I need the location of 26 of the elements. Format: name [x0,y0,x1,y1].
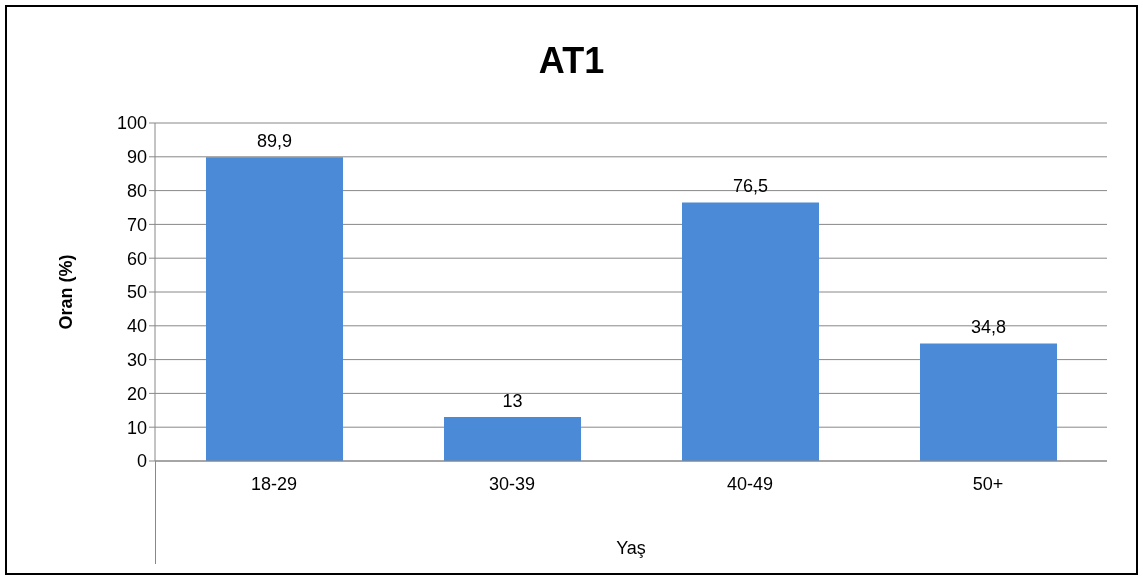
bar [206,157,343,461]
y-tick-label: 80 [126,180,147,201]
bar [920,343,1057,461]
x-tick-label: 18-29 [250,473,298,494]
y-tick-label: 40 [126,316,147,337]
x-tick-label: 40-49 [726,473,774,494]
bar [444,417,581,461]
y-tick-label: 10 [126,417,147,438]
x-tick-label: 30-39 [488,473,536,494]
bar [682,202,819,461]
y-tick-label: 90 [126,147,147,168]
data-label: 76,5 [732,176,769,197]
y-tick-label: 20 [126,383,147,404]
data-label: 89,9 [256,131,293,152]
x-tick-label: 50+ [972,473,1004,494]
y-tick-label: 70 [126,214,147,235]
y-tick-label: 60 [126,248,147,269]
chart-title: AT1 [537,40,606,82]
y-tick-label: 100 [116,113,147,134]
y-axis-title: Oran (%) [55,254,77,330]
y-tick-label: 50 [126,282,147,303]
data-label: 13 [502,391,523,412]
y-tick-label: 0 [136,451,147,472]
y-tick-label: 30 [126,349,147,370]
x-axis-title: Yaş [615,538,647,559]
data-label: 34,8 [970,317,1007,338]
